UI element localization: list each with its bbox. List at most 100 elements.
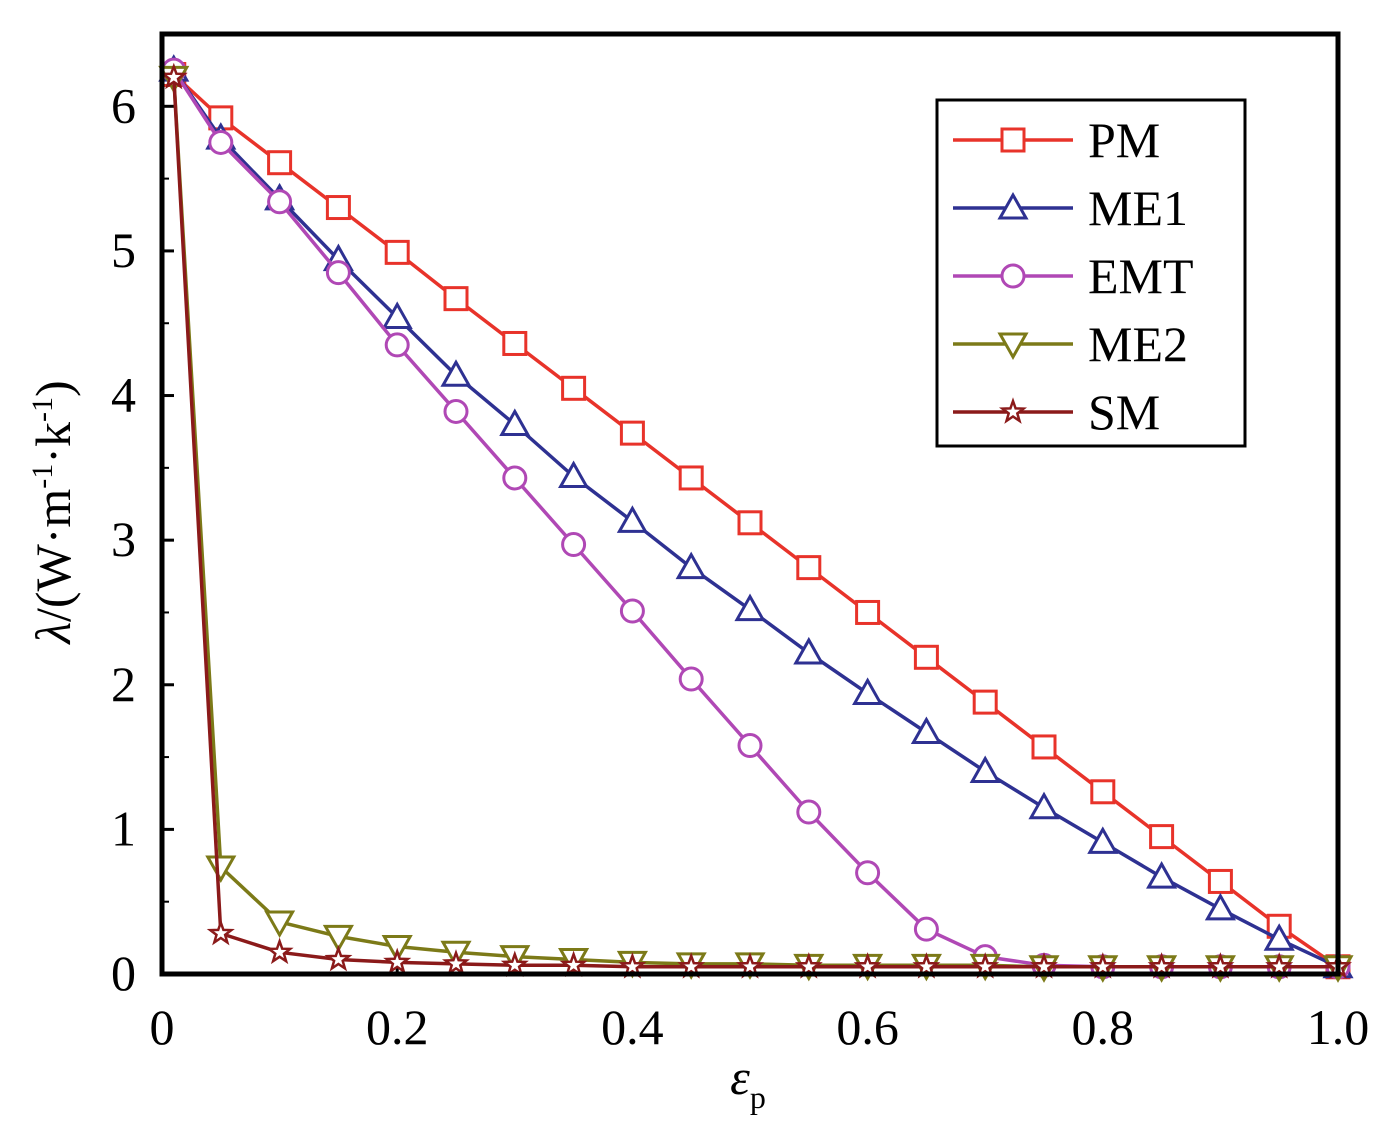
data-point-me1 [1087,826,1119,854]
legend-label-emt: EMT [1088,248,1194,304]
data-point-sm [736,952,764,979]
data-point-pm [796,555,822,581]
legend: PM ME1 EMT ME2 SM [935,98,1247,448]
x-tick-label: 0 [150,999,175,1055]
data-point-pm [443,286,469,312]
y-axis-title-mid: ·k [25,422,81,464]
data-point-sm [1265,952,1294,979]
data-point-emt [208,129,234,155]
legend-label-me2: ME2 [1088,316,1188,372]
data-point-sm [206,918,235,946]
data-point-pm [1149,824,1175,850]
data-point-emt [267,189,293,215]
data-point-me1 [381,301,413,329]
data-point-sm [559,950,588,978]
data-point-me2 [205,855,237,884]
y-tick-label: 1 [111,800,136,856]
data-point-pm [678,465,704,491]
data-point-pm [737,510,763,536]
data-point-me1 [1028,791,1060,820]
data-point-sm [912,952,941,979]
y-tick-label: 5 [111,222,136,278]
legend-marker-emt [1000,263,1026,289]
data-point-pm [1090,779,1116,805]
data-point-me1 [969,755,1001,784]
data-point-pm [1207,868,1233,894]
data-point-me1 [852,677,884,705]
data-point-pm [855,599,881,625]
data-point-pm [913,644,939,670]
data-point-pm [561,375,587,401]
legend-marker-me1 [997,191,1029,220]
x-tick-label: 0.2 [366,999,429,1055]
data-point-sm [324,944,353,972]
data-point-emt [737,733,763,759]
data-point-me1 [1146,861,1178,889]
data-point-sm [383,947,412,975]
data-point-sm [1030,952,1058,979]
y-tick-label: 4 [111,367,136,423]
legend-entry-emt: EMT [953,248,1194,304]
data-point-me1 [558,460,590,489]
data-point-me2 [322,924,354,953]
data-point-me1 [440,359,472,387]
data-point-pm [267,150,293,176]
data-point-me2 [264,910,296,938]
data-point-sm [500,950,529,978]
x-axis-title: εp [730,1049,766,1115]
series-group [158,54,1354,983]
x-axis-title-subscript: p [750,1079,766,1115]
data-point-emt [443,398,469,424]
x-tick-label: 0.6 [836,999,899,1055]
y-tick-labels: 0 1 2 3 4 5 6 [111,77,136,1001]
data-point-me1 [616,505,648,533]
data-point-pm [384,239,410,265]
x-axis-title-symbol: ε [730,1049,750,1105]
data-point-sm [971,952,1000,979]
data-point-sm [442,949,470,976]
data-point-sm [618,952,647,979]
y-tick-label: 0 [111,945,136,1001]
data-point-sm [794,952,823,979]
legend-marker-sm [998,397,1028,424]
data-point-pm [325,195,351,221]
data-point-me1 [1204,892,1236,921]
legend-marker-me2 [997,332,1029,361]
data-point-me1 [793,636,825,665]
data-point-emt [561,531,587,557]
data-point-sm [853,952,882,979]
y-axis-title-exp2: -1 [26,397,59,422]
legend-entry-me2: ME2 [953,316,1188,372]
data-point-emt [619,598,645,624]
data-point-emt [678,666,704,692]
data-point-me1 [734,593,766,622]
data-point-pm [619,420,645,446]
y-axis-title: λ/(W·m-1·k-1) [25,380,81,645]
y-axis-title-lead: /(W·m [25,489,81,622]
data-point-sm [677,952,706,979]
data-point-sm [1147,952,1176,979]
series-sm [159,62,1352,979]
data-point-emt [855,860,881,886]
y-axis-title-lambda: λ [25,622,81,646]
data-point-me1 [1263,923,1295,951]
data-point-sm [1206,952,1235,979]
y-axis-title-exp1: -1 [26,464,59,489]
y-tick-label: 6 [111,77,136,133]
legend-label-pm: PM [1088,112,1160,168]
data-point-emt [796,799,822,825]
data-point-pm [1031,734,1057,760]
data-point-emt [502,465,528,491]
data-point-emt [325,260,351,286]
data-point-me1 [910,716,942,744]
legend-label-me1: ME1 [1088,180,1188,236]
data-point-pm [502,330,528,356]
x-tick-label: 0.8 [1072,999,1135,1055]
y-axis-title-close: ) [25,380,81,397]
y-tick-label: 3 [111,511,136,567]
data-point-me1 [499,408,531,436]
legend-box [935,98,1247,448]
data-point-sm [159,62,188,90]
data-point-sm [265,937,294,965]
